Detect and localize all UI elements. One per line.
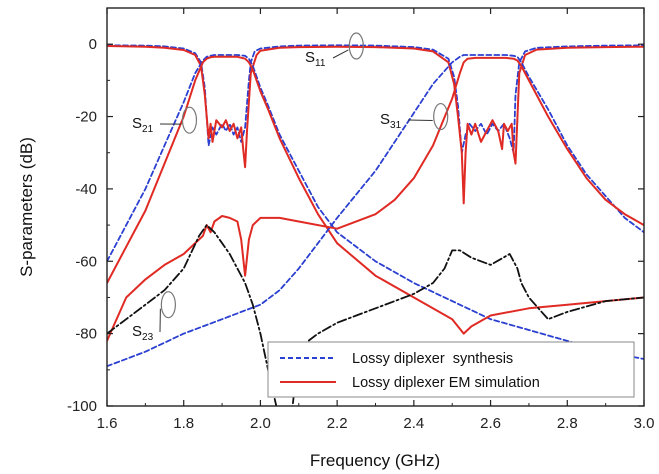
x-tick-label: 2.8 <box>557 415 578 432</box>
annotation-label: S21 <box>132 115 154 135</box>
x-axis-title: Frequency (GHz) <box>310 451 440 470</box>
series-line-s21-em <box>107 55 644 335</box>
x-tick-label: 2.2 <box>327 415 348 432</box>
y-tick-label: -60 <box>75 253 97 270</box>
annotation-ellipse <box>433 102 449 131</box>
annotation-layer: S11 S21 S31 S23 <box>132 32 449 343</box>
annotation-label: S23 <box>132 323 154 343</box>
annotation-arrow <box>332 49 349 59</box>
legend-em-simulation-label: Lossy diplexer EM simulation <box>352 375 540 391</box>
series-line-s11-em <box>107 45 644 205</box>
legend-synthesis-label: Lossy diplexer synthesis <box>352 351 513 367</box>
annotation-ellipse <box>160 291 176 319</box>
ticks-layer: 1.6 1.8 2.0 2.2 2.4 2.6 2.8 3.0 0 -20 -40 -60 -80 -10… <box>67 8 654 432</box>
y-tick-label: 0 <box>89 36 97 53</box>
y-tick-label: -100 <box>67 398 97 415</box>
y-tick-label: -40 <box>75 181 97 198</box>
x-tick-label: 1.8 <box>173 415 194 432</box>
legend-box <box>267 341 635 398</box>
annotation-label: S31 <box>380 111 402 131</box>
annotation-arrow <box>407 119 433 122</box>
y-tick-label: -20 <box>75 109 97 126</box>
y-tick-label: -80 <box>75 326 97 343</box>
x-tick-label: 2.4 <box>403 415 424 432</box>
x-tick-label: 2.6 <box>480 415 501 432</box>
x-tick-label: 3.0 <box>634 415 655 432</box>
annotation-ellipse <box>181 106 198 134</box>
series-layer <box>107 44 644 406</box>
y-axis-title: S-parameters (dB) <box>17 137 36 277</box>
annotation-ellipse <box>348 32 364 60</box>
series-line-s31-syn <box>107 54 644 368</box>
series-line-s23-em <box>107 224 644 406</box>
x-tick-label: 2.0 <box>250 415 271 432</box>
x-tick-label: 1.6 <box>97 415 118 432</box>
annotation-label: S11 <box>305 49 326 69</box>
series-line-s31-em <box>107 56 644 342</box>
series-line-s11-syn <box>107 44 644 154</box>
legend: Lossy diplexer synthesis Lossy diplexer … <box>267 341 635 398</box>
series-line-s21-syn <box>107 54 644 360</box>
